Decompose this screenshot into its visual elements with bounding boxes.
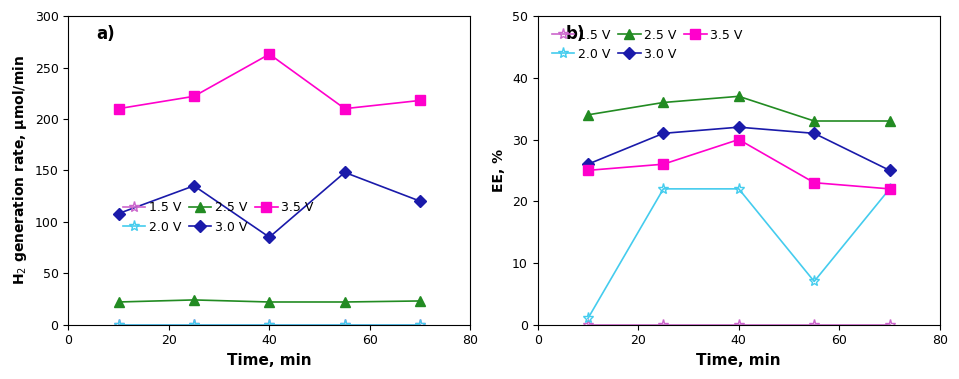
X-axis label: Time, min: Time, min — [696, 353, 781, 368]
Text: a): a) — [97, 25, 115, 43]
Y-axis label: H$_2$ generation rate, μmol/min: H$_2$ generation rate, μmol/min — [12, 55, 29, 285]
X-axis label: Time, min: Time, min — [227, 353, 312, 368]
Y-axis label: EE, %: EE, % — [492, 149, 506, 192]
Legend: 1.5 V, 2.0 V, 2.5 V, 3.0 V, 3.5 V: 1.5 V, 2.0 V, 2.5 V, 3.0 V, 3.5 V — [552, 28, 743, 61]
Text: b): b) — [566, 25, 585, 43]
Legend: 1.5 V, 2.0 V, 2.5 V, 3.0 V, 3.5 V: 1.5 V, 2.0 V, 2.5 V, 3.0 V, 3.5 V — [123, 201, 314, 233]
